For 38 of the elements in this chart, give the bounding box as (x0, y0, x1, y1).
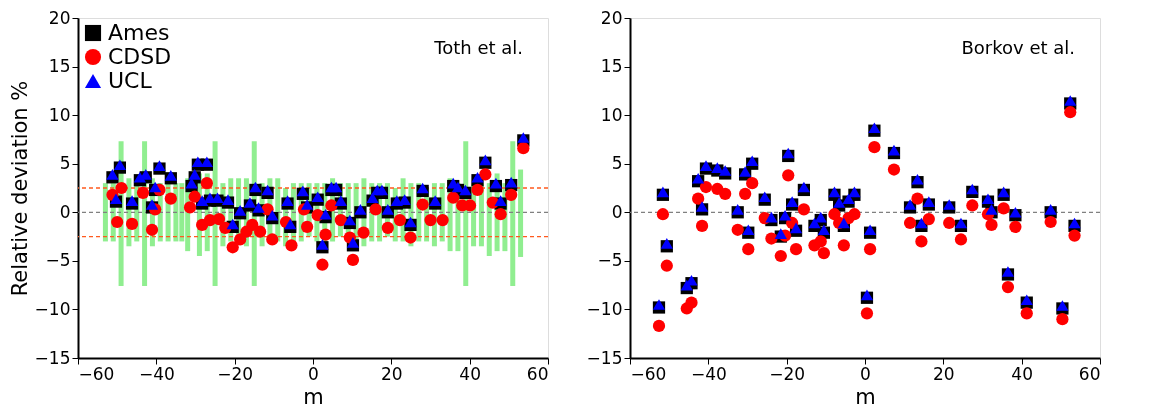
x-axis-title: m (303, 384, 324, 409)
annotation: Borkov et al. (961, 37, 1075, 58)
annotation: Toth et al. (433, 37, 523, 58)
y-tick-label: −15 (586, 347, 623, 368)
y-tick-label: 0 (59, 201, 71, 222)
y-tick-label: −5 (597, 250, 623, 271)
y-tick-label: 5 (59, 153, 71, 174)
x-axis-title: m (855, 384, 876, 409)
y-tick-label: 10 (600, 104, 623, 125)
y-axis-title: Relative deviation % (7, 80, 32, 297)
y-tick-label: −5 (45, 250, 71, 271)
x-tick-label: −60 (630, 363, 667, 384)
x-tick-label: −40 (138, 363, 175, 384)
x-tick-label: −20 (217, 363, 254, 384)
x-tick-label: −20 (769, 363, 806, 384)
x-tick-label: 60 (526, 363, 549, 384)
y-tick-label: −10 (586, 298, 623, 319)
x-tick-label: 0 (860, 363, 871, 384)
y-tick-label: 15 (600, 56, 623, 77)
x-tick-label: 40 (459, 363, 481, 384)
x-tick-label: −60 (78, 363, 115, 384)
x-tick-label: 0 (308, 363, 319, 384)
y-tick-label: −10 (34, 298, 71, 319)
y-tick-label: 15 (48, 56, 71, 77)
y-tick-label: 20 (48, 7, 71, 28)
y-tick-label: 10 (48, 104, 71, 125)
y-tick-label: 5 (611, 153, 623, 174)
x-tick-label: 20 (933, 363, 955, 384)
x-tick-label: −40 (690, 363, 727, 384)
x-tick-label: 40 (1011, 363, 1033, 384)
x-tick-label: 60 (1078, 363, 1101, 384)
y-tick-label: 0 (611, 201, 623, 222)
legend-label: CDSD (108, 44, 172, 69)
x-tick-label: 20 (381, 363, 403, 384)
y-tick-label: 20 (600, 7, 623, 28)
legend-label: Ames (108, 20, 170, 45)
y-tick-label: −15 (34, 347, 71, 368)
legend-label: UCL (108, 68, 153, 93)
